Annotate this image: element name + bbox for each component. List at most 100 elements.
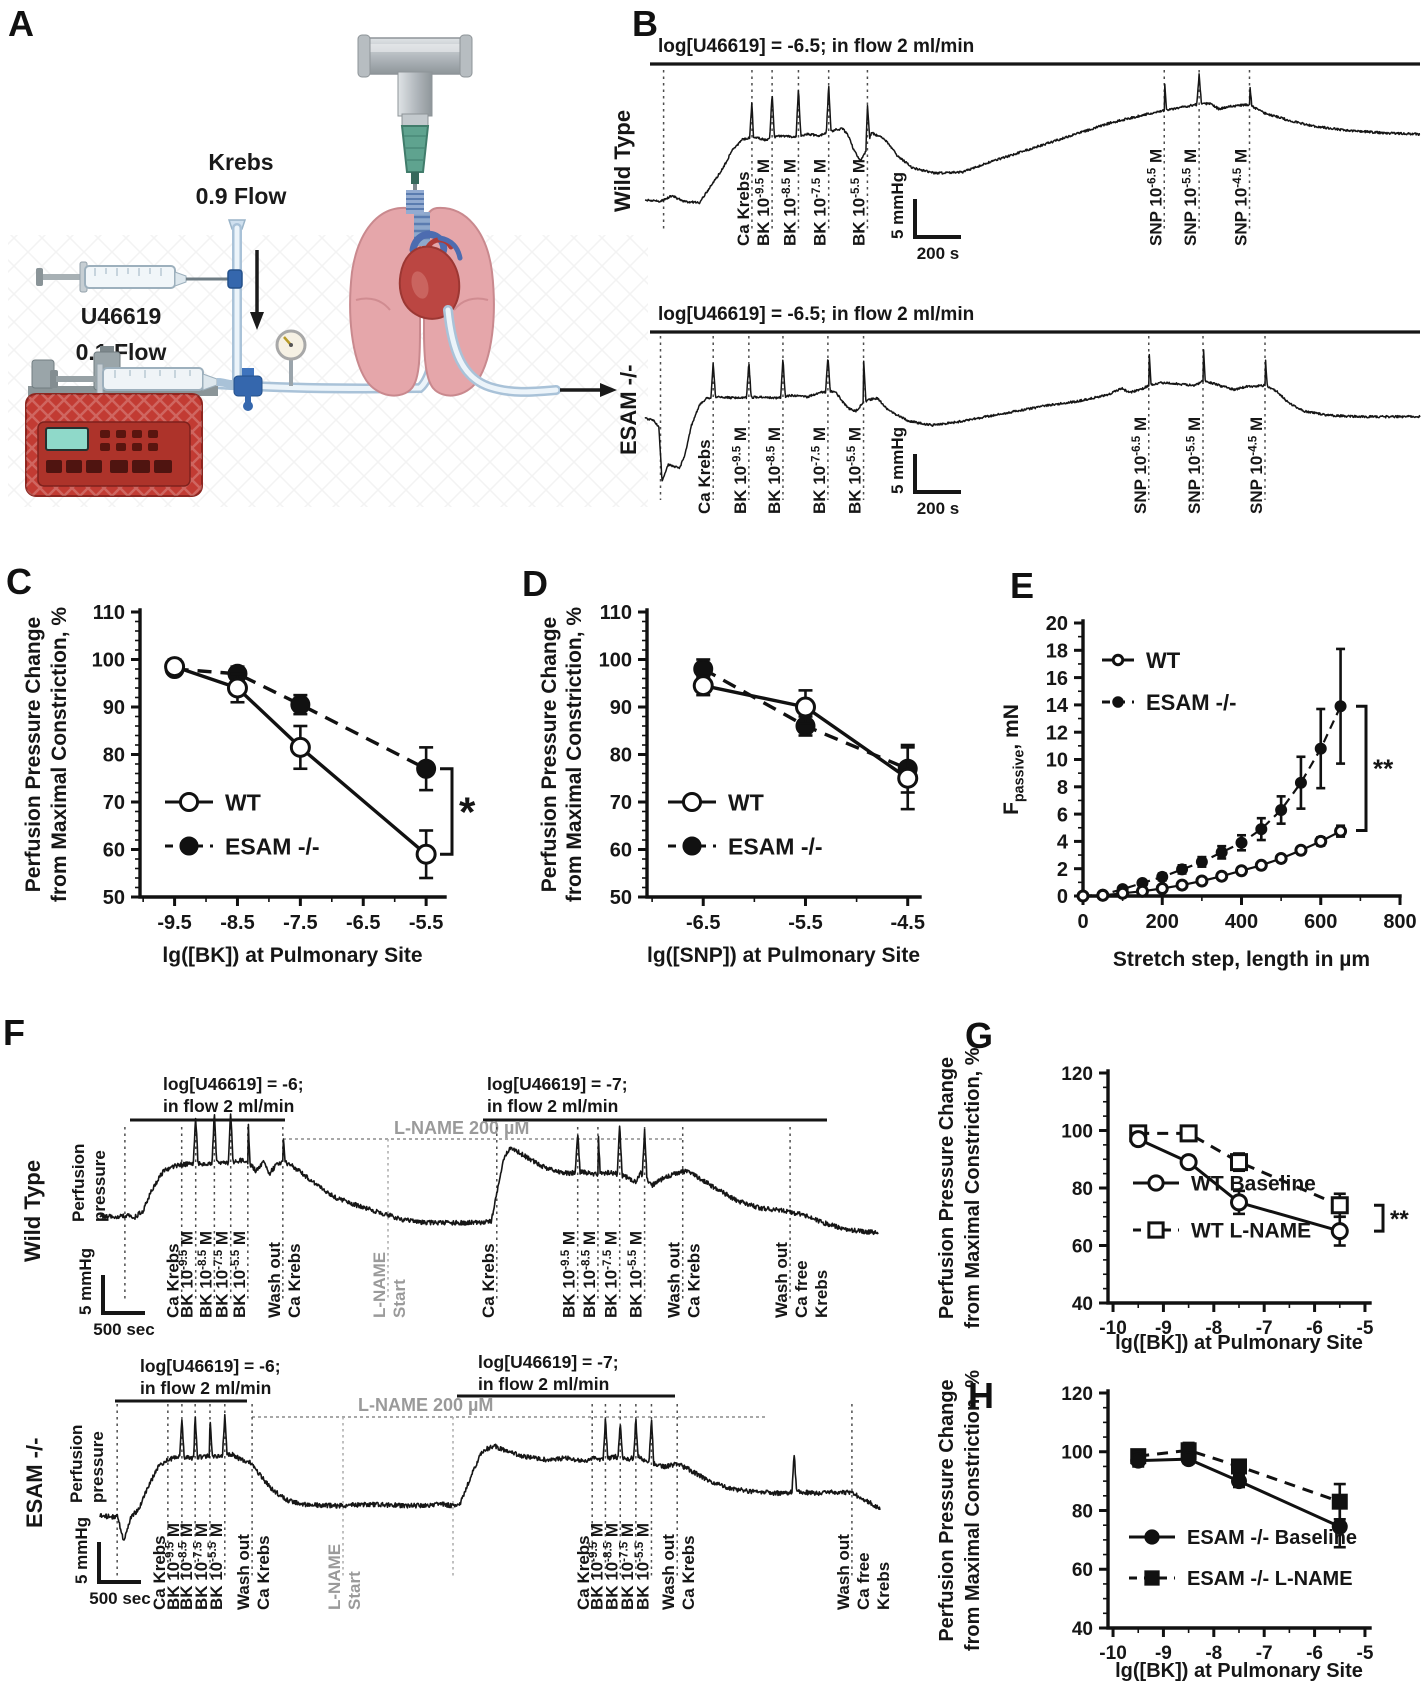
svg-text:120: 120: [1061, 1064, 1093, 1085]
svg-text:Perfusion Pressure Change: Perfusion Pressure Change: [538, 617, 561, 892]
svg-text:80: 80: [1072, 1501, 1093, 1522]
svg-text:ESAM -/-: ESAM -/-: [22, 1438, 47, 1528]
svg-text:Start: Start: [390, 1279, 409, 1318]
svg-text:L-NAME: L-NAME: [370, 1252, 389, 1318]
svg-text:200 s: 200 s: [917, 244, 960, 263]
svg-text:ESAM -/-: ESAM -/-: [728, 833, 823, 859]
svg-text:12: 12: [1046, 722, 1068, 744]
svg-text:-6.5: -6.5: [346, 912, 380, 934]
svg-text:Ca Krebs: Ca Krebs: [164, 1243, 183, 1318]
svg-text:80: 80: [610, 745, 632, 767]
svg-text:in flow 2 ml/min: in flow 2 ml/min: [487, 1096, 618, 1116]
panel-letter-h: H: [968, 1375, 994, 1416]
svg-text:-10: -10: [1099, 1318, 1126, 1339]
svg-text:log[U46619] = -6.5; in flow 2: log[U46619] = -6.5; in flow 2 ml/min: [658, 36, 974, 57]
svg-text:WT Baseline: WT Baseline: [1191, 1173, 1316, 1196]
svg-text:0: 0: [1057, 886, 1068, 908]
svg-text:BK 10-7.5 M: BK 10-7.5 M: [809, 427, 829, 514]
svg-text:BK 10-7.5 M: BK 10-7.5 M: [212, 1231, 232, 1318]
svg-text:8: 8: [1057, 777, 1068, 799]
svg-text:-6: -6: [1306, 1318, 1323, 1339]
svg-text:ESAM -/- Baseline: ESAM -/- Baseline: [1187, 1527, 1357, 1549]
svg-text:120: 120: [1061, 1384, 1093, 1405]
svg-text:-8: -8: [1205, 1318, 1222, 1339]
svg-text:BK 10-9.5 M: BK 10-9.5 M: [163, 1523, 183, 1610]
svg-text:BK 10-5.5 M: BK 10-5.5 M: [206, 1523, 226, 1610]
svg-text:*: *: [459, 789, 476, 836]
svg-text:BK 10-5.5 M: BK 10-5.5 M: [626, 1231, 646, 1318]
krebs-flow-label: Krebs: [208, 149, 274, 175]
svg-text:L-NAME 200 µM: L-NAME 200 µM: [394, 1118, 529, 1138]
svg-text:-8.5: -8.5: [220, 912, 254, 934]
svg-text:Perfusion: Perfusion: [69, 1144, 88, 1222]
krebs-tube: [227, 219, 247, 389]
svg-text:200 s: 200 s: [917, 499, 960, 518]
svg-text:16: 16: [1046, 668, 1068, 690]
svg-text:80: 80: [1072, 1179, 1093, 1200]
svg-text:40: 40: [1072, 1294, 1093, 1315]
svg-text:Ca Krebs: Ca Krebs: [150, 1535, 169, 1610]
svg-text:log[U46619] = -7;: log[U46619] = -7;: [478, 1352, 619, 1372]
svg-text:lg([BK]) at Pulmonary Site: lg([BK]) at Pulmonary Site: [1115, 1660, 1363, 1682]
svg-text:-9: -9: [1155, 1318, 1172, 1339]
svg-text:90: 90: [103, 697, 125, 719]
svg-text:from Maximal Constriction, %: from Maximal Constriction, %: [563, 607, 586, 903]
outflow-tube: [443, 305, 561, 397]
svg-text:40: 40: [1072, 1619, 1093, 1640]
svg-text:ESAM -/-: ESAM -/-: [225, 833, 320, 859]
svg-text:WT L-NAME: WT L-NAME: [1191, 1220, 1311, 1243]
outflow-arrow-icon: [560, 383, 617, 397]
svg-text:BK 10-7.5 M: BK 10-7.5 M: [810, 159, 830, 246]
svg-text:pressure: pressure: [90, 1150, 109, 1222]
svg-text:4: 4: [1057, 832, 1069, 854]
chart-snp-dose-response: 50 60 70 80 90 100 110 -6.5 -5.5 -4.5 WT ESAM -/- lg…: [538, 602, 925, 967]
svg-text:110: 110: [93, 602, 125, 624]
svg-text:100: 100: [1061, 1121, 1093, 1142]
svg-text:-8: -8: [1205, 1643, 1222, 1664]
svg-text:-5.5: -5.5: [409, 912, 443, 934]
manual-syringe: [36, 261, 243, 293]
svg-text:from Maximal Constriction, %: from Maximal Constriction, %: [962, 1047, 984, 1328]
svg-text:60: 60: [1072, 1236, 1093, 1257]
svg-text:ESAM -/-: ESAM -/-: [1146, 690, 1236, 715]
svg-text:Krebs: Krebs: [874, 1562, 893, 1610]
svg-text:pressure: pressure: [88, 1431, 107, 1503]
svg-text:0: 0: [1077, 911, 1088, 933]
t-connector: [357, 34, 473, 127]
svg-text:BK 10-8.5 M: BK 10-8.5 M: [579, 1231, 599, 1318]
svg-text:BK 10-5.5 M: BK 10-5.5 M: [229, 1231, 249, 1318]
svg-text:Wild Type: Wild Type: [610, 110, 635, 212]
svg-text:BK 10-7.5 M: BK 10-7.5 M: [617, 1523, 637, 1610]
svg-text:Wild Type: Wild Type: [20, 1160, 45, 1262]
svg-text:100: 100: [92, 650, 125, 672]
svg-text:Ca free: Ca free: [792, 1260, 811, 1318]
svg-text:-7: -7: [1256, 1643, 1273, 1664]
panel-letter-d: D: [522, 563, 548, 604]
svg-text:Wash out: Wash out: [659, 1534, 678, 1610]
svg-text:2: 2: [1057, 859, 1068, 881]
svg-text:14: 14: [1046, 695, 1069, 717]
svg-text:SNP 10-5.5 M: SNP 10-5.5 M: [1181, 149, 1201, 246]
svg-text:BK 10-7.5 M: BK 10-7.5 M: [191, 1523, 211, 1610]
panel-letter-a: A: [8, 3, 34, 44]
svg-text:WT: WT: [1146, 648, 1181, 673]
svg-text:-5.5: -5.5: [788, 912, 822, 934]
svg-text:90: 90: [610, 697, 632, 719]
svg-text:BK 10-5.5 M: BK 10-5.5 M: [633, 1523, 653, 1610]
svg-text:Ca Krebs: Ca Krebs: [679, 1535, 698, 1610]
svg-text:SNP 10-4.5 M: SNP 10-4.5 M: [1246, 417, 1266, 514]
syringe-pump: [25, 346, 218, 497]
svg-text:Start: Start: [345, 1571, 364, 1610]
svg-text:ESAM -/- L-NAME: ESAM -/- L-NAME: [1187, 1568, 1353, 1590]
svg-text:BK 10-9.5 M: BK 10-9.5 M: [559, 1231, 579, 1318]
svg-text:Ca Krebs: Ca Krebs: [695, 439, 714, 514]
svg-text:Ca Krebs: Ca Krebs: [479, 1243, 498, 1318]
svg-text:Ca free: Ca free: [854, 1552, 873, 1610]
svg-text:Stretch step, length in µm: Stretch step, length in µm: [1113, 948, 1370, 971]
svg-text:500 sec: 500 sec: [93, 1320, 154, 1339]
svg-text:-7: -7: [1256, 1318, 1273, 1339]
svg-text:BK 10-8.5 M: BK 10-8.5 M: [196, 1231, 216, 1318]
